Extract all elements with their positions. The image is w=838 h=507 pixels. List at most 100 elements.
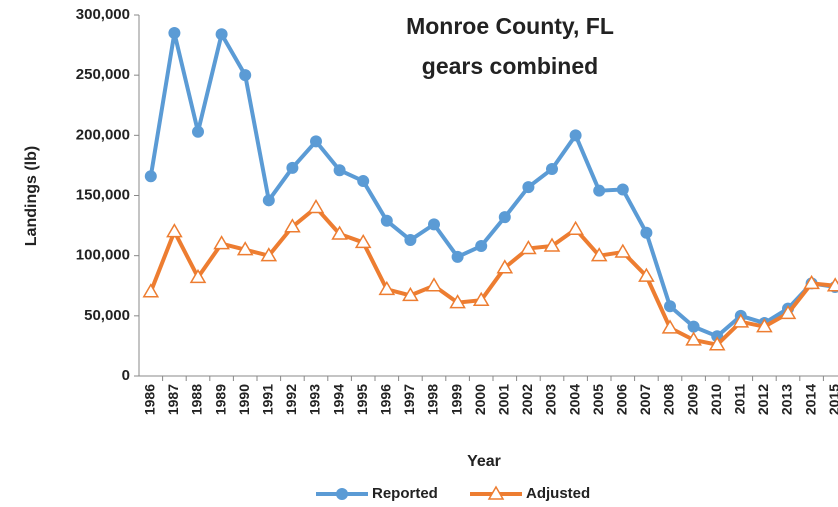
x-tick-label: 1996 xyxy=(378,384,394,415)
x-tick-label: 1994 xyxy=(330,384,346,415)
x-tick-label: 1991 xyxy=(260,384,276,415)
point xyxy=(236,241,254,256)
point xyxy=(543,237,561,252)
legend-label: Adjusted xyxy=(526,485,590,502)
x-tick-label: 2001 xyxy=(496,384,512,415)
y-tick-label: 150,000 xyxy=(76,186,130,203)
x-tick-label: 2013 xyxy=(779,384,795,415)
point xyxy=(404,234,417,247)
series xyxy=(142,199,838,351)
y-tick-label: 50,000 xyxy=(84,307,130,324)
x-tick-label: 1987 xyxy=(165,384,181,415)
x-tick-label: 2003 xyxy=(543,384,559,415)
point xyxy=(638,267,655,282)
point xyxy=(640,226,653,239)
point xyxy=(142,283,160,298)
legend-label: Reported xyxy=(372,485,438,502)
x-tick-label: 1999 xyxy=(448,384,464,415)
x-tick-label: 2015 xyxy=(826,384,838,415)
point xyxy=(475,240,488,253)
x-tick-label: 1998 xyxy=(425,384,441,415)
point xyxy=(593,184,606,197)
point xyxy=(569,129,582,142)
x-tick-label: 2014 xyxy=(802,384,818,415)
y-tick-label: 0 xyxy=(122,367,130,384)
point xyxy=(590,247,608,262)
point xyxy=(425,277,443,292)
point xyxy=(826,277,838,292)
x-tick-label: 2012 xyxy=(755,384,771,415)
point xyxy=(286,161,299,174)
point xyxy=(189,268,207,284)
point xyxy=(213,235,230,250)
point xyxy=(687,320,700,333)
point xyxy=(522,181,535,194)
x-tick-label: 2007 xyxy=(637,384,653,415)
point xyxy=(708,336,726,351)
point xyxy=(144,170,157,183)
point xyxy=(428,218,440,231)
point xyxy=(732,313,750,328)
point xyxy=(260,247,278,262)
x-tick-label: 1993 xyxy=(307,384,323,415)
point xyxy=(498,211,511,224)
point xyxy=(449,294,466,309)
point xyxy=(357,175,370,188)
point xyxy=(378,280,396,296)
point xyxy=(520,239,537,255)
x-tick-label: 2000 xyxy=(472,384,488,415)
x-tick-label: 1989 xyxy=(212,384,228,415)
legend-marker xyxy=(487,485,505,500)
x-tick-label: 2011 xyxy=(732,384,748,415)
point xyxy=(546,163,558,176)
point xyxy=(166,223,183,238)
point xyxy=(685,331,702,346)
point xyxy=(331,225,348,240)
point xyxy=(451,250,464,263)
x-tick-label: 1986 xyxy=(142,384,158,415)
point xyxy=(472,291,490,306)
point xyxy=(664,300,676,313)
x-tick-label: 1988 xyxy=(189,384,205,415)
y-tick-label: 100,000 xyxy=(76,247,130,264)
y-axis-label: Landings (lb) xyxy=(23,146,40,246)
point xyxy=(215,28,228,41)
y-tick-label: 250,000 xyxy=(76,66,130,83)
point xyxy=(354,233,372,249)
point xyxy=(307,199,325,214)
point xyxy=(380,214,393,227)
point xyxy=(614,243,632,258)
x-tick-label: 2010 xyxy=(708,384,724,415)
point xyxy=(262,194,275,207)
chart-title: Monroe County, FL xyxy=(406,13,614,39)
x-tick-label: 2002 xyxy=(519,384,535,415)
point xyxy=(310,135,322,148)
point xyxy=(779,304,797,320)
point xyxy=(168,27,181,40)
point xyxy=(496,259,514,274)
x-tick-label: 2004 xyxy=(566,384,582,415)
x-tick-label: 2009 xyxy=(684,384,700,415)
point xyxy=(192,125,204,138)
chart-title: gears combined xyxy=(422,53,598,79)
point xyxy=(333,164,346,177)
x-tick-label: 1992 xyxy=(283,384,299,415)
y-tick-label: 200,000 xyxy=(76,126,130,143)
point xyxy=(661,319,679,334)
x-tick-label: 2006 xyxy=(614,384,630,415)
y-tick-label: 300,000 xyxy=(76,6,130,23)
point xyxy=(567,220,584,235)
legend-marker xyxy=(336,488,348,500)
x-tick-label: 2005 xyxy=(590,384,606,415)
x-tick-label: 1990 xyxy=(236,384,252,415)
point xyxy=(803,274,820,290)
x-tick-label: 2008 xyxy=(661,384,677,415)
x-axis-label: Year xyxy=(467,453,501,470)
x-tick-label: 1997 xyxy=(401,384,417,415)
point xyxy=(402,286,419,302)
point xyxy=(284,218,301,233)
point xyxy=(239,69,252,82)
point xyxy=(756,318,773,333)
x-tick-label: 1995 xyxy=(354,384,370,415)
